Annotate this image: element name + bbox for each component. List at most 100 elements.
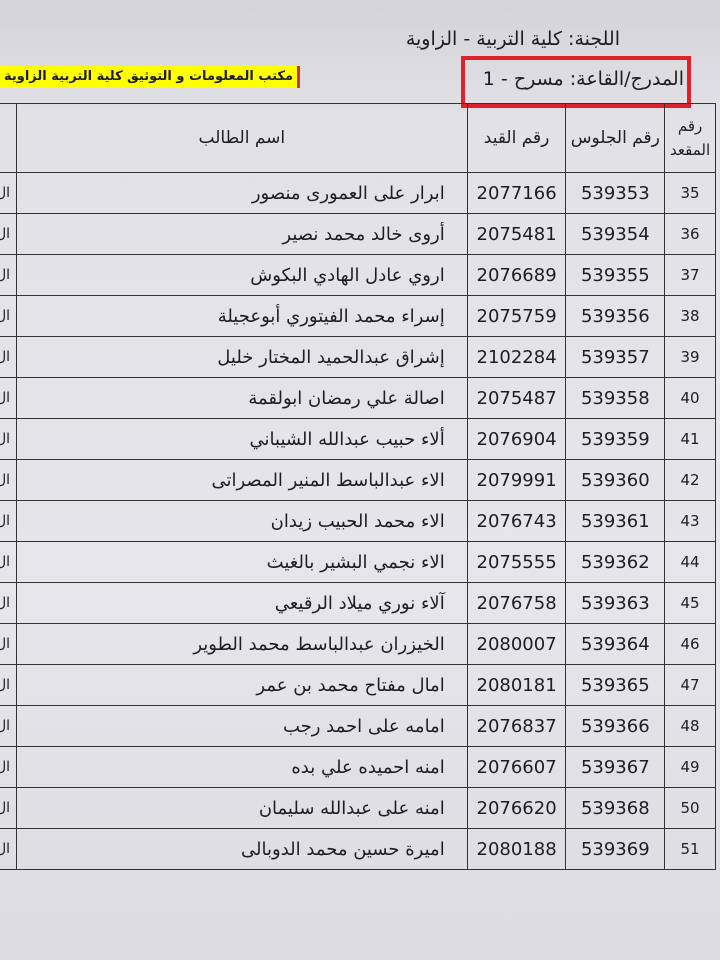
clipped-cell: ال <box>0 828 17 870</box>
seat-cell: 43 <box>664 500 716 542</box>
student-name-cell: امال مفتاح محمد بن عمر <box>15 664 468 706</box>
seat-number-cell: 539364 <box>565 623 666 665</box>
seat-number-cell: 539363 <box>565 582 666 624</box>
seat-cell: 35 <box>664 172 716 214</box>
clipped-cell: ال <box>0 254 17 296</box>
seat-cell: 50 <box>664 787 716 829</box>
registration-id-cell: 2075759 <box>466 295 567 337</box>
table-row: 51 539369 2080188 اميرة حسين محمد الدوبالى ا… <box>0 828 716 870</box>
registration-id-cell: 2080181 <box>466 664 567 706</box>
clipped-cell: ال <box>0 418 17 460</box>
seat-number-cell: 539362 <box>565 541 666 583</box>
clipped-cell: ال <box>0 500 17 542</box>
table-row: 42 539360 2079991 الاء عبدالباسط المنير الم… <box>0 459 716 501</box>
seat-cell: 42 <box>664 459 716 501</box>
seat-cell: 47 <box>664 664 716 706</box>
hall-label: المدرج/القاعة: مسرح - 1 <box>482 68 684 90</box>
clipped-cell: ال <box>0 459 17 501</box>
student-name-cell: آلاء نوري ميلاد الرقيعي <box>15 582 468 624</box>
registration-id-cell: 2076620 <box>466 787 567 829</box>
col-seat: رقم المقعد <box>664 103 716 173</box>
student-name-cell: الخيزران عبدالباسط محمد الطوير <box>15 623 468 665</box>
seat-number-cell: 539369 <box>565 828 666 870</box>
table-row: 46 539364 2080007 الخيزران عبدالباسط محمد ا… <box>0 623 716 665</box>
seat-cell: 46 <box>664 623 716 665</box>
table-row: 38 539356 2075759 إسراء محمد الفيتوري أبوعج… <box>0 295 716 337</box>
student-name-cell: أروى خالد محمد نصير <box>15 213 468 255</box>
student-name-cell: امنه احميده علي بده <box>15 746 468 788</box>
seat-number-cell: 539365 <box>565 664 666 706</box>
seat-number-cell: 539355 <box>565 254 666 296</box>
student-name-cell: الاء محمد الحبيب زيدان <box>15 500 468 542</box>
clipped-cell: ال <box>0 541 17 583</box>
clipped-cell: ال <box>0 295 17 337</box>
clipped-cell: ال <box>0 746 17 788</box>
seat-cell: 41 <box>664 418 716 460</box>
seat-number-cell: 539359 <box>565 418 666 460</box>
registration-id-cell: 2076904 <box>466 418 567 460</box>
clipped-cell: ال <box>0 213 17 255</box>
registration-id-cell: 2077166 <box>466 172 567 214</box>
seat-cell: 45 <box>664 582 716 624</box>
student-name-cell: الاء نجمي البشير بالغيث <box>15 541 468 583</box>
seat-cell: 44 <box>664 541 716 583</box>
seat-number-cell: 539357 <box>565 336 666 378</box>
student-name-cell: الاء عبدالباسط المنير المصراتى <box>15 459 468 501</box>
student-name-cell: اصالة علي رمضان ابولقمة <box>15 377 468 419</box>
clipped-cell: ال <box>0 336 17 378</box>
col-seat-number: رقم الجلوس <box>565 103 666 173</box>
students-table: رقم المقعد رقم الجلوس رقم القيد اسم الطا… <box>0 103 716 870</box>
seat-cell: 49 <box>664 746 716 788</box>
registration-id-cell: 2076689 <box>466 254 567 296</box>
seat-cell: 48 <box>664 705 716 747</box>
col-student-name: اسم الطالب <box>15 103 468 173</box>
registration-id-cell: 2076837 <box>466 705 567 747</box>
student-name-cell: إسراء محمد الفيتوري أبوعجيلة <box>15 295 468 337</box>
seat-number-cell: 539353 <box>565 172 666 214</box>
seat-cell: 38 <box>664 295 716 337</box>
table-row: 39 539357 2102284 إشراق عبدالحميد المختار خ… <box>0 336 716 378</box>
clipped-cell: ال <box>0 623 17 665</box>
seat-number-cell: 539361 <box>565 500 666 542</box>
student-name-cell: ابرار على العمورى منصور <box>15 172 468 214</box>
seat-number-cell: 539356 <box>565 295 666 337</box>
registration-id-cell: 2080007 <box>466 623 567 665</box>
table-row: 41 539359 2076904 ألاء حبيب عبدالله الشيبان… <box>0 418 716 460</box>
registration-id-cell: 2076743 <box>466 500 567 542</box>
seat-cell: 40 <box>664 377 716 419</box>
student-name-cell: اميرة حسين محمد الدوبالى <box>15 828 468 870</box>
registration-id-cell: 2076758 <box>466 582 567 624</box>
seat-cell: 37 <box>664 254 716 296</box>
clipped-cell: ال <box>0 787 17 829</box>
seat-cell: 36 <box>664 213 716 255</box>
clipped-cell: ال <box>0 664 17 706</box>
seat-number-cell: 539354 <box>565 213 666 255</box>
clipped-cell: ال <box>0 705 17 747</box>
student-name-cell: اروي عادل الهادي البكوش <box>15 254 468 296</box>
clipped-cell: ال <box>0 377 17 419</box>
seat-number-cell: 539368 <box>565 787 666 829</box>
col-registration-id: رقم القيد <box>466 103 567 173</box>
seat-cell: 51 <box>664 828 716 870</box>
seat-cell: 39 <box>664 336 716 378</box>
table-header-row: رقم المقعد رقم الجلوس رقم القيد اسم الطا… <box>0 103 716 173</box>
committee-label: اللجنة: كلية التربية - الزاوية <box>405 28 620 50</box>
registration-id-cell: 2079991 <box>466 459 567 501</box>
student-name-cell: امامه على احمد رجب <box>15 705 468 747</box>
student-name-cell: إشراق عبدالحميد المختار خليل <box>15 336 468 378</box>
registration-id-cell: 2075487 <box>466 377 567 419</box>
clipped-cell: ال <box>0 582 17 624</box>
col-clipped <box>0 103 17 173</box>
student-name-cell: امنه على عبدالله سليمان <box>15 787 468 829</box>
registration-id-cell: 2102284 <box>466 336 567 378</box>
